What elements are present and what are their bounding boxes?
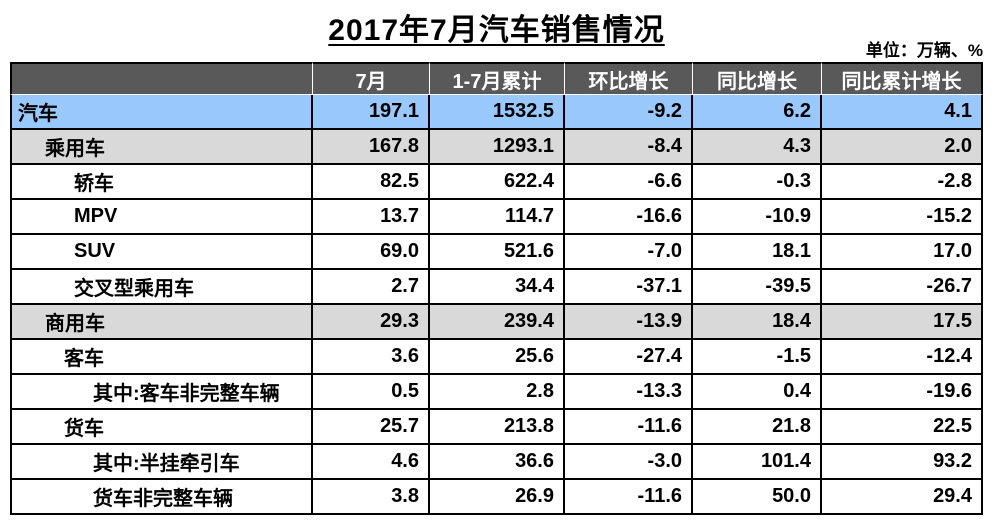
table-row: 货车非完整车辆 3.8 26.9 -11.6 50.0 29.4 xyxy=(10,480,983,515)
table-row: 轿车 82.5 622.4 -6.6 -0.3 -2.8 xyxy=(10,165,983,200)
value-cell: 101.4 xyxy=(693,445,822,480)
value-cell: 22.5 xyxy=(822,410,983,445)
value-cell: 93.2 xyxy=(822,445,983,480)
value-cell: 50.0 xyxy=(693,480,822,515)
row-label: 商用车 xyxy=(10,305,313,340)
value-cell: -11.6 xyxy=(565,480,693,515)
value-cell: -26.7 xyxy=(822,270,983,305)
value-cell: -13.3 xyxy=(565,375,693,410)
value-cell: 17.0 xyxy=(822,235,983,270)
auto-sales-table: 7月 1-7月累计 环比增长 同比增长 同比累计增长 汽车 197.1 1532.5 -9.2… xyxy=(10,62,983,515)
row-label: 交叉型乘用车 xyxy=(10,270,313,305)
value-cell: -8.4 xyxy=(565,130,693,165)
value-cell: -3.0 xyxy=(565,445,693,480)
table-row: 汽车 197.1 1532.5 -9.2 6.2 4.1 xyxy=(10,95,983,130)
table-row: 商用车 29.3 239.4 -13.9 18.4 17.5 xyxy=(10,305,983,340)
value-cell: 26.9 xyxy=(430,480,565,515)
value-cell: 2.0 xyxy=(822,130,983,165)
value-cell: 18.4 xyxy=(693,305,822,340)
value-cell: 69.0 xyxy=(313,235,430,270)
value-cell: 622.4 xyxy=(430,165,565,200)
value-cell: -11.6 xyxy=(565,410,693,445)
value-cell: -37.1 xyxy=(565,270,693,305)
table-row: SUV 69.0 521.6 -7.0 18.1 17.0 xyxy=(10,235,983,270)
table-row: 交叉型乘用车 2.7 34.4 -37.1 -39.5 -26.7 xyxy=(10,270,983,305)
value-cell: 21.8 xyxy=(693,410,822,445)
value-cell: 2.7 xyxy=(313,270,430,305)
value-cell: 25.7 xyxy=(313,410,430,445)
corner-header-cell xyxy=(10,62,313,95)
row-label: 其中:半挂牵引车 xyxy=(10,445,313,480)
column-header: 7月 xyxy=(313,62,430,95)
value-cell: 213.8 xyxy=(430,410,565,445)
table-header-row: 7月 1-7月累计 环比增长 同比增长 同比累计增长 xyxy=(10,62,983,95)
value-cell: 13.7 xyxy=(313,200,430,235)
row-label: 轿车 xyxy=(10,165,313,200)
value-cell: 521.6 xyxy=(430,235,565,270)
column-header: 1-7月累计 xyxy=(430,62,565,95)
value-cell: 29.3 xyxy=(313,305,430,340)
value-cell: 197.1 xyxy=(313,95,430,130)
value-cell: -0.3 xyxy=(693,165,822,200)
value-cell: 25.6 xyxy=(430,340,565,375)
row-label: 其中:客车非完整车辆 xyxy=(10,375,313,410)
value-cell: 4.3 xyxy=(693,130,822,165)
row-label: MPV xyxy=(10,200,313,235)
table-row: 其中:半挂牵引车 4.6 36.6 -3.0 101.4 93.2 xyxy=(10,445,983,480)
value-cell: -39.5 xyxy=(693,270,822,305)
value-cell: -19.6 xyxy=(822,375,983,410)
value-cell: -27.4 xyxy=(565,340,693,375)
value-cell: 4.1 xyxy=(822,95,983,130)
table-row: 客车 3.6 25.6 -27.4 -1.5 -12.4 xyxy=(10,340,983,375)
unit-note: 单位：万辆、% xyxy=(865,41,983,60)
value-cell: 3.6 xyxy=(313,340,430,375)
value-cell: -6.6 xyxy=(565,165,693,200)
value-cell: 0.5 xyxy=(313,375,430,410)
value-cell: -15.2 xyxy=(822,200,983,235)
column-header: 同比累计增长 xyxy=(822,62,983,95)
value-cell: 167.8 xyxy=(313,130,430,165)
value-cell: -13.9 xyxy=(565,305,693,340)
row-label: SUV xyxy=(10,235,313,270)
value-cell: 239.4 xyxy=(430,305,565,340)
row-label: 货车非完整车辆 xyxy=(10,480,313,515)
row-label: 乘用车 xyxy=(10,130,313,165)
value-cell: 6.2 xyxy=(693,95,822,130)
table-body: 汽车 197.1 1532.5 -9.2 6.2 4.1 乘用车 167.8 1293.1 -8.… xyxy=(10,95,983,515)
value-cell: -9.2 xyxy=(565,95,693,130)
column-header: 同比增长 xyxy=(693,62,822,95)
value-cell: 82.5 xyxy=(313,165,430,200)
value-cell: 36.6 xyxy=(430,445,565,480)
page-title: 2017年7月汽车销售情况 xyxy=(328,14,665,47)
table-row: 乘用车 167.8 1293.1 -8.4 4.3 2.0 xyxy=(10,130,983,165)
value-cell: 29.4 xyxy=(822,480,983,515)
value-cell: 34.4 xyxy=(430,270,565,305)
value-cell: 17.5 xyxy=(822,305,983,340)
value-cell: 18.1 xyxy=(693,235,822,270)
table-row: 其中:客车非完整车辆 0.5 2.8 -13.3 0.4 -19.6 xyxy=(10,375,983,410)
value-cell: 2.8 xyxy=(430,375,565,410)
value-cell: 3.8 xyxy=(313,480,430,515)
value-cell: -7.0 xyxy=(565,235,693,270)
row-label: 汽车 xyxy=(10,95,313,130)
table-row: 货车 25.7 213.8 -11.6 21.8 22.5 xyxy=(10,410,983,445)
column-header: 环比增长 xyxy=(565,62,693,95)
table-row: MPV 13.7 114.7 -16.6 -10.9 -15.2 xyxy=(10,200,983,235)
value-cell: 1293.1 xyxy=(430,130,565,165)
value-cell: 1532.5 xyxy=(430,95,565,130)
value-cell: -12.4 xyxy=(822,340,983,375)
row-label: 货车 xyxy=(10,410,313,445)
value-cell: -10.9 xyxy=(693,200,822,235)
value-cell: -2.8 xyxy=(822,165,983,200)
value-cell: -1.5 xyxy=(693,340,822,375)
value-cell: -16.6 xyxy=(565,200,693,235)
value-cell: 4.6 xyxy=(313,445,430,480)
value-cell: 114.7 xyxy=(430,200,565,235)
value-cell: 0.4 xyxy=(693,375,822,410)
row-label: 客车 xyxy=(10,340,313,375)
